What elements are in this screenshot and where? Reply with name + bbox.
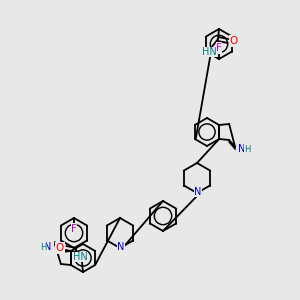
Text: F: F [71, 224, 77, 234]
Text: N: N [194, 187, 202, 197]
Text: H: H [244, 145, 250, 154]
Text: N: N [44, 242, 52, 252]
Text: F: F [216, 43, 222, 53]
Text: N: N [238, 144, 246, 154]
Text: HN: HN [73, 252, 87, 262]
Text: H: H [40, 242, 46, 251]
Text: O: O [56, 243, 64, 253]
Text: HN: HN [202, 47, 216, 57]
Text: N: N [117, 242, 125, 252]
Text: O: O [230, 36, 238, 46]
